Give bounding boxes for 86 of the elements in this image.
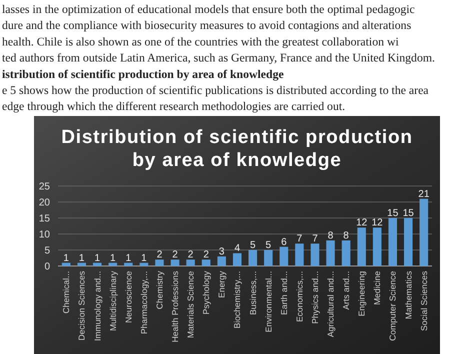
bar <box>232 253 242 266</box>
y-tick-label: 0 <box>44 262 50 272</box>
bar <box>280 246 288 266</box>
bar <box>155 260 164 266</box>
x-tick-label: Pharmacology,... <box>138 271 149 334</box>
data-label: 1 <box>126 252 132 264</box>
x-tick-label: Social Sciences <box>418 271 429 332</box>
bar <box>124 262 133 266</box>
bar <box>310 244 320 266</box>
x-tick-label: Chemical... <box>61 271 72 314</box>
bar <box>62 262 70 266</box>
x-tick-label: Neuroscience <box>123 270 134 323</box>
data-label: 2 <box>203 250 210 261</box>
data-label: 15 <box>402 208 414 219</box>
bar <box>186 260 195 266</box>
bar <box>92 262 102 266</box>
bar <box>77 262 86 266</box>
bar <box>326 240 335 266</box>
chart-title: Distribution of scientific production by area of knowledge <box>61 127 413 171</box>
text: istribution of scientific production by area of knowledge <box>2 66 284 81</box>
bar <box>388 218 398 266</box>
x-tick-label: Engineering <box>356 270 367 316</box>
data-label: 21 <box>418 188 430 200</box>
x-tick-label: Psychology <box>201 270 212 314</box>
text: e 5 shows how the production of scientific publications is distributed according to the area <box>2 83 430 97</box>
bar <box>357 228 366 266</box>
x-tick-label: Arts and... <box>341 271 352 310</box>
bar <box>420 198 428 266</box>
x-tick-label: Agricultural and... <box>326 271 336 338</box>
x-tick-label: Medicine <box>372 270 382 306</box>
bar <box>264 250 273 266</box>
bar <box>248 250 258 266</box>
x-tick-label: Energy <box>216 270 227 298</box>
y-tick-label: 25 <box>38 182 50 192</box>
text: edge through which the different research methodologies are carried out. <box>2 99 346 114</box>
bar <box>342 240 350 266</box>
x-tick-label: Mathematics <box>403 271 414 320</box>
x-tick-label: Earth and... <box>278 271 289 315</box>
data-label: 2 <box>156 250 163 261</box>
x-tick-label: Health Professions <box>170 271 180 342</box>
x-tick-label: Materials Science <box>186 270 196 338</box>
data-label: 3 <box>218 246 225 258</box>
x-tick-label: Chemistry <box>154 270 164 310</box>
data-label: 7 <box>312 234 318 245</box>
data-label: 15 <box>387 208 399 219</box>
x-tick-label: Physics and... <box>310 271 320 324</box>
data-label: 1 <box>94 252 100 264</box>
data-label: 2 <box>188 250 194 261</box>
data-label: 6 <box>281 236 288 248</box>
bar <box>202 260 210 266</box>
x-tick-label: Economics,... <box>294 271 304 322</box>
data-label: 8 <box>328 230 334 242</box>
data-label: 5 <box>266 240 272 251</box>
x-tick-label: Environmental... <box>263 271 274 332</box>
data-label: 12 <box>372 218 384 229</box>
bar <box>372 228 382 266</box>
data-label: 5 <box>250 240 256 251</box>
data-label: 1 <box>78 252 85 264</box>
data-label: 1 <box>63 252 70 264</box>
bar <box>404 218 413 266</box>
bar <box>170 260 180 266</box>
data-label: 12 <box>356 218 368 229</box>
data-label: 4 <box>234 243 240 254</box>
data-label: 1 <box>110 252 116 264</box>
y-tick-label: 10 <box>38 230 50 240</box>
text: ted authors from outside Latin America, such as Germany, France and the United Kingdom. <box>2 50 436 65</box>
text: health. Chile is also shown as one of the countries with the greatest collaboration wi <box>2 34 400 48</box>
x-tick-label: Decision Sciences <box>76 271 87 340</box>
bar <box>140 262 148 266</box>
x-tick-label: Business,... <box>248 271 258 315</box>
bar <box>295 244 304 266</box>
y-tick-label: 5 <box>44 246 50 256</box>
data-label: 2 <box>172 250 178 261</box>
x-tick-label: Multidisciplinary <box>108 270 118 331</box>
x-tick-label: Biochemistry,... <box>232 271 242 328</box>
bar <box>108 262 118 266</box>
text: dure and the compliance with biosecurity measures to avoid contagions and alterations <box>2 18 412 32</box>
text: lasses in the optimization of educational models that ensure both the optimal pedagogic <box>2 2 415 16</box>
x-tick-label: Immunology and... <box>92 271 102 341</box>
data-label: 1 <box>141 252 148 264</box>
y-tick-label: 20 <box>38 198 50 208</box>
bar <box>217 256 226 266</box>
data-label: 7 <box>296 234 303 245</box>
data-label: 8 <box>343 230 350 242</box>
y-tick-label: 15 <box>38 214 50 224</box>
x-tick-label: Computer Science <box>388 270 398 341</box>
